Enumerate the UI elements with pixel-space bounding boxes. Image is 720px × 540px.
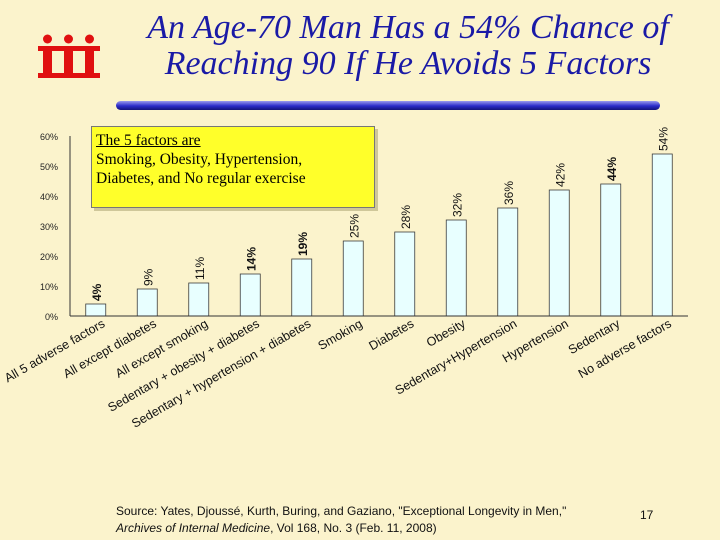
bar-value-label: 4%: [90, 283, 104, 301]
bar: [239, 273, 261, 317]
x-category-label: Diabetes: [367, 316, 417, 353]
source-line-2-rest: , Vol 168, No. 3 (Feb. 11, 2008): [270, 521, 437, 535]
bar: [394, 231, 416, 317]
callout-heading: The 5 factors are: [96, 132, 201, 149]
y-tick-label: 20%: [40, 252, 58, 262]
bar: [85, 303, 107, 317]
source-line-2: Archives of Internal Medicine, Vol 168, …: [116, 520, 586, 537]
title-line-2: Reaching 90 If He Avoids 5 Factors: [164, 45, 652, 82]
bar: [136, 288, 158, 317]
logo-iii-icon: [38, 34, 100, 78]
factors-callout-box: The 5 factors are Smoking, Obesity, Hype…: [91, 126, 375, 208]
bar: [548, 189, 570, 317]
source-line-1: Source: Yates, Djoussé, Kurth, Buring, a…: [116, 504, 567, 518]
x-category-label: Smoking: [316, 316, 365, 352]
bar-value-label: 28%: [399, 205, 413, 229]
bar-value-label: 9%: [141, 268, 155, 286]
bar: [651, 153, 673, 317]
y-tick-label: 0%: [45, 312, 58, 322]
y-tick-label: 60%: [40, 132, 58, 142]
title-divider: [116, 101, 660, 110]
bar-value-label: 44%: [605, 157, 619, 181]
bar: [188, 282, 210, 317]
title-line-1: An Age-70 Man Has a 54% Chance of: [147, 9, 669, 46]
y-tick-label: 40%: [40, 192, 58, 202]
bar-value-label: 19%: [296, 232, 310, 256]
source-citation: Source: Yates, Djoussé, Kurth, Buring, a…: [116, 503, 586, 537]
y-tick-label: 50%: [40, 162, 58, 172]
page-number: 17: [640, 508, 654, 522]
bar: [497, 207, 519, 317]
bar: [342, 240, 364, 317]
y-tick-label: 10%: [40, 282, 58, 292]
bar-value-label: 32%: [450, 193, 464, 217]
x-category-label: No adverse factors: [576, 316, 674, 381]
source-journal: Archives of Internal Medicine: [116, 521, 271, 535]
bar-value-label: 36%: [502, 181, 516, 205]
bar: [600, 183, 622, 317]
callout-line-3: Diabetes, and No regular exercise: [96, 170, 306, 187]
bar-value-label: 42%: [553, 163, 567, 187]
bar-chart: 0%10%20%30%40%50%60%4%All 5 adverse fact…: [2, 127, 688, 431]
callout-line-2: Smoking, Obesity, Hypertension,: [96, 151, 303, 168]
bar-value-label: 11%: [193, 257, 207, 280]
y-tick-label: 30%: [40, 222, 58, 232]
bar-value-label: 25%: [347, 214, 361, 238]
slide-title: An Age-70 Man Has a 54% Chance of Reachi…: [118, 10, 698, 82]
bar: [445, 219, 467, 317]
bar: [291, 258, 313, 317]
bar-value-label: 14%: [244, 247, 258, 271]
x-category-label: All except diabetes: [61, 316, 159, 381]
bar-value-label: 54%: [656, 127, 670, 151]
